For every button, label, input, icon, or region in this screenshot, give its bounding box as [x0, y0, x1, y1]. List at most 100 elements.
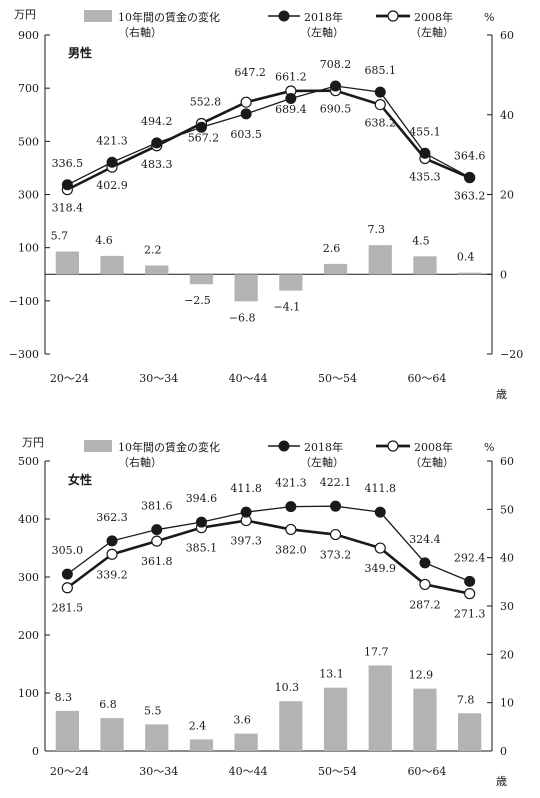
line-data-label-2018: 708.2 [320, 58, 352, 71]
bar-data-label: −6.8 [229, 311, 256, 324]
bar [368, 245, 392, 275]
bar [413, 688, 437, 751]
marker-2018 [195, 516, 207, 528]
right-tick-label: 50 [500, 503, 514, 516]
marker-2018 [330, 500, 342, 512]
line-data-label-2008: 281.5 [52, 602, 84, 615]
bar-data-label: 7.8 [457, 693, 475, 706]
legend-bar-axis-note: （右軸） [118, 455, 162, 469]
marker-2008 [106, 548, 118, 560]
series-line-2008 [66, 519, 470, 595]
right-tick-label: 0 [500, 268, 507, 281]
left-tick-label: 500 [18, 455, 39, 468]
bar-data-label: 4.6 [95, 234, 113, 247]
bar-data-label: 10.3 [275, 681, 300, 694]
left-tick-label: −100 [9, 295, 39, 308]
marker-2018 [285, 92, 297, 104]
legend-bar-label: 10年間の賃金の変化 [118, 440, 220, 454]
x-axis-unit: 歳 [496, 775, 507, 788]
right-axis-unit: % [484, 441, 494, 454]
line-data-label-2008: 690.5 [320, 103, 352, 116]
chart-panel-female: 10年間の賃金の変化 （右軸） 2018年 （左軸） 2008年 （左軸） 万円… [18, 436, 514, 788]
line-data-label-2008: 349.9 [365, 562, 397, 575]
bar [234, 733, 258, 751]
series-line-2018 [66, 505, 470, 583]
line-data-label-2008: 567.2 [188, 131, 220, 144]
chart-title: 女性 [68, 472, 92, 487]
bar-data-label: −2.5 [184, 294, 211, 307]
bar-data-label: 8.3 [55, 691, 73, 704]
marker-2008 [240, 96, 252, 108]
x-tick-label: 60〜64 [407, 372, 446, 385]
line-data-label-2018: 411.8 [230, 482, 262, 495]
line-data-label-2008: 689.4 [275, 103, 307, 116]
bar-data-label: 2.4 [189, 719, 207, 732]
chart-title: 男性 [68, 45, 92, 60]
marker-2008 [374, 542, 386, 554]
bar [100, 718, 124, 751]
legend-2008-axis-note: （左軸） [410, 25, 454, 39]
right-tick-label: 40 [500, 109, 514, 122]
left-axis-unit: 万円 [14, 8, 36, 21]
line-data-label-2008: 647.2 [234, 66, 266, 79]
line-data-label-2018: 421.3 [275, 477, 307, 490]
right-tick-label: 20 [500, 189, 514, 202]
bar-data-label: 4.5 [412, 234, 430, 247]
line-data-label-2018: 661.2 [275, 70, 307, 83]
marker-2018 [464, 171, 476, 183]
bar-data-label: 2.2 [144, 243, 162, 256]
left-axis-unit: 万円 [22, 436, 44, 449]
line-data-label-2018: 324.4 [409, 533, 441, 546]
x-tick-label: 30〜34 [139, 372, 178, 385]
bar-data-label: 2.6 [323, 242, 341, 255]
left-tick-label: −300 [9, 348, 39, 361]
bar-data-label: 3.6 [233, 714, 251, 727]
marker-2018 [61, 179, 73, 191]
left-tick-label: 300 [18, 189, 39, 202]
left-tick-label: 400 [18, 513, 39, 526]
line-data-label-2018: 552.8 [190, 95, 222, 108]
line-data-label-2018: 364.6 [454, 149, 486, 162]
bar [189, 739, 214, 751]
bar [55, 251, 79, 275]
bar [234, 274, 258, 302]
marker-2018 [240, 108, 252, 120]
x-tick-label: 60〜64 [407, 765, 446, 778]
bar [100, 255, 124, 275]
legend: 10年間の賃金の変化 （右軸） 2018年 （左軸） 2008年 （左軸） [84, 440, 454, 469]
bar [189, 274, 214, 285]
bar [458, 713, 482, 751]
line-data-label-2008: 382.0 [275, 543, 307, 556]
legend-bar-swatch [84, 440, 112, 452]
right-tick-label: 10 [500, 697, 514, 710]
legend-bar-axis-note: （右軸） [118, 25, 162, 39]
left-tick-label: 500 [18, 135, 39, 148]
legend-2008-axis-note: （左軸） [410, 455, 454, 469]
x-tick-label: 50〜54 [318, 372, 357, 385]
right-tick-label: 20 [500, 648, 514, 661]
marker-2008 [61, 582, 73, 594]
line-data-label-2018: 336.5 [52, 157, 84, 170]
line-data-label-2008: 287.2 [409, 598, 441, 611]
bar [279, 274, 303, 291]
line-data-label-2018: 455.1 [409, 125, 441, 138]
line-data-label-2008: 339.2 [96, 568, 128, 581]
bar [323, 263, 348, 275]
marker-2018 [106, 535, 118, 547]
left-tick-label: 100 [18, 687, 39, 700]
line-data-label-2008: 271.3 [454, 608, 486, 621]
bar-data-label: 5.5 [144, 704, 162, 717]
x-tick-label: 20〜24 [50, 765, 89, 778]
marker-2008 [374, 98, 386, 111]
line-data-label-2018: 422.1 [320, 476, 352, 489]
marker-2008 [285, 523, 297, 536]
chart-panel-male: 10年間の賃金の変化 （右軸） 2018年 （左軸） 2008年 （左軸） 万円… [9, 8, 523, 401]
legend-2008-label: 2008年 [414, 440, 453, 454]
marker-2018 [285, 501, 297, 513]
line-data-label-2008: 435.3 [409, 171, 441, 184]
bar [55, 710, 79, 751]
series-line-2018 [67, 85, 470, 186]
left-tick-label: 300 [18, 571, 39, 584]
marker-2008 [419, 578, 431, 591]
